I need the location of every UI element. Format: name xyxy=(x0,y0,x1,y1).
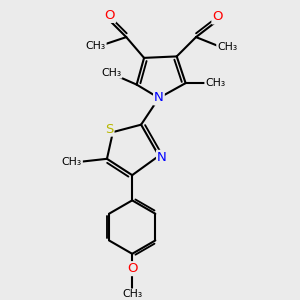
Text: S: S xyxy=(105,123,113,136)
Text: CH₃: CH₃ xyxy=(122,290,142,299)
Text: CH₃: CH₃ xyxy=(62,157,82,167)
Text: O: O xyxy=(127,262,137,275)
Text: CH₃: CH₃ xyxy=(85,41,106,51)
Text: O: O xyxy=(212,11,223,23)
Text: CH₃: CH₃ xyxy=(101,68,122,78)
Text: CH₃: CH₃ xyxy=(217,43,237,52)
Text: N: N xyxy=(157,151,167,164)
Text: N: N xyxy=(154,92,164,104)
Text: CH₃: CH₃ xyxy=(205,78,225,88)
Text: O: O xyxy=(105,9,115,22)
